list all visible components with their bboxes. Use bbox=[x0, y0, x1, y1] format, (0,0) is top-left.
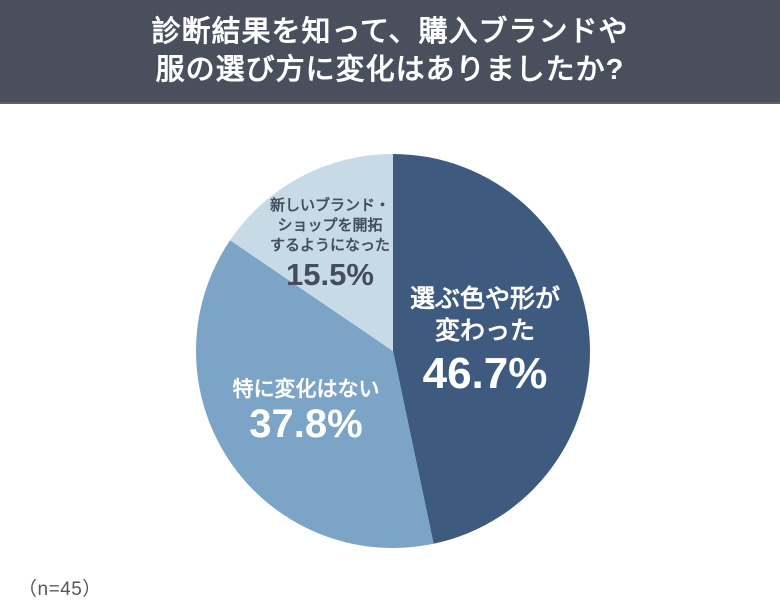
sample-size-note: （n=45） bbox=[18, 579, 102, 600]
slice-1-label: 特に変化はない bbox=[196, 377, 416, 403]
slice-2-label-line-3: するようになった bbox=[269, 237, 390, 254]
slice-2-label-line-2: ショップを開拓 bbox=[277, 217, 383, 234]
slice-2-label-line-1: 新しいブランド・ bbox=[269, 197, 390, 214]
pie-label-no-change: 特に変化はない 37.8% bbox=[196, 377, 416, 445]
slice-1-label-line-1: 特に変化はない bbox=[232, 378, 380, 401]
chart-title-banner: 診断結果を知って、購入ブランドや 服の選び方に変化はありましたか? bbox=[0, 0, 780, 104]
chart-title-line-1: 診断結果を知って、購入ブランドや bbox=[151, 16, 629, 48]
slice-0-label-line-2: 変わった bbox=[434, 317, 535, 345]
slice-2-label: 新しいブランド・ ショップを開拓 するようになった bbox=[245, 196, 415, 256]
pie-label-color-shape-changed: 選ぶ色や形が 変わった 46.7% bbox=[375, 283, 595, 397]
pie-slice-0 bbox=[393, 154, 590, 544]
slice-1-percentage: 37.8% bbox=[249, 402, 363, 446]
slice-0-label-line-1: 選ぶ色や形が bbox=[409, 285, 560, 313]
chart-title-line-2: 服の選び方に変化はありましたか? bbox=[155, 54, 625, 86]
slice-0-percentage: 46.7% bbox=[422, 349, 548, 398]
pie-label-new-brands: 新しいブランド・ ショップを開拓 するようになった 15.5% bbox=[245, 196, 415, 292]
slice-2-percentage: 15.5% bbox=[286, 257, 374, 292]
pie-chart bbox=[196, 154, 590, 548]
pie-slice-1 bbox=[196, 240, 434, 548]
pie-slice-2 bbox=[230, 154, 393, 351]
slice-0-label: 選ぶ色や形が 変わった bbox=[375, 283, 595, 347]
